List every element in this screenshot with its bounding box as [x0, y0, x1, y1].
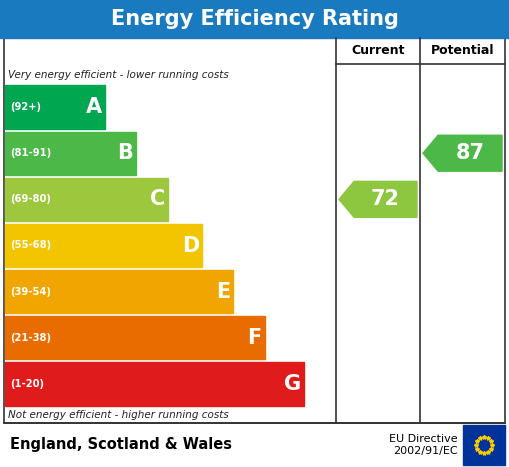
- Text: A: A: [86, 97, 102, 117]
- Polygon shape: [5, 132, 136, 175]
- Text: EU Directive: EU Directive: [389, 434, 458, 444]
- Text: C: C: [150, 189, 165, 209]
- Text: Potential: Potential: [431, 44, 494, 57]
- Polygon shape: [423, 135, 502, 171]
- Text: (81-91): (81-91): [10, 148, 51, 158]
- Text: Current: Current: [351, 44, 405, 57]
- Text: (21-38): (21-38): [10, 333, 51, 343]
- Text: (55-68): (55-68): [10, 241, 51, 250]
- Text: F: F: [247, 328, 262, 348]
- Text: B: B: [118, 143, 133, 163]
- Polygon shape: [5, 178, 168, 221]
- Text: 87: 87: [456, 143, 485, 163]
- Text: (39-54): (39-54): [10, 287, 51, 297]
- Text: D: D: [182, 235, 199, 255]
- Text: Very energy efficient - lower running costs: Very energy efficient - lower running co…: [8, 70, 229, 80]
- Text: 2002/91/EC: 2002/91/EC: [393, 446, 458, 456]
- Text: (1-20): (1-20): [10, 379, 44, 389]
- Polygon shape: [5, 316, 265, 360]
- Text: (69-80): (69-80): [10, 194, 51, 205]
- Text: (92+): (92+): [10, 102, 41, 112]
- Text: G: G: [284, 374, 301, 394]
- Text: E: E: [216, 282, 231, 302]
- Text: Not energy efficient - higher running costs: Not energy efficient - higher running co…: [8, 410, 229, 420]
- Polygon shape: [339, 181, 417, 217]
- Bar: [4, 38, 505, 423]
- Polygon shape: [5, 224, 202, 267]
- Text: 72: 72: [371, 189, 400, 209]
- Polygon shape: [5, 362, 304, 405]
- Polygon shape: [5, 85, 105, 128]
- Bar: [0, 0, 509, 38]
- Text: Energy Efficiency Rating: Energy Efficiency Rating: [110, 9, 399, 29]
- Bar: [463, 425, 505, 465]
- Text: England, Scotland & Wales: England, Scotland & Wales: [10, 438, 232, 453]
- Polygon shape: [5, 270, 234, 313]
